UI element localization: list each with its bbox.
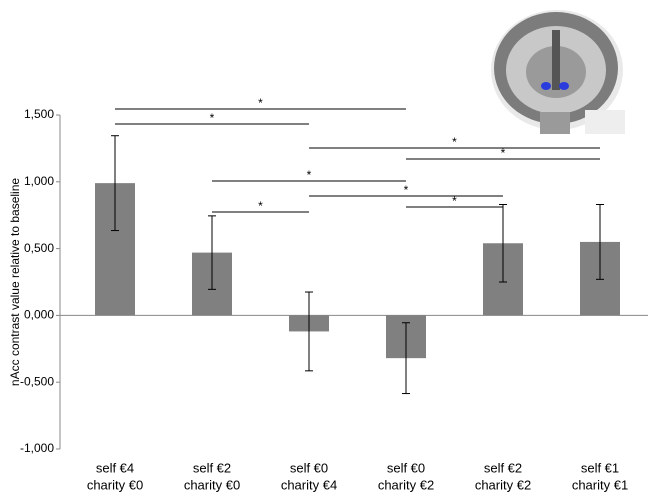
significance-label: * (404, 183, 409, 197)
y-tick-label: -1,000 (20, 441, 54, 455)
y-tick-label: -0,500 (20, 374, 54, 388)
significance-label: * (501, 146, 506, 160)
y-tick-label: 0,000 (24, 308, 54, 322)
significance-label: * (452, 194, 457, 208)
brain-image (491, 10, 625, 134)
significance-label: * (258, 199, 263, 213)
y-tick-label: 0,500 (24, 241, 54, 255)
x-tick-label: self €0 (387, 460, 425, 475)
x-tick-label: charity €0 (184, 477, 240, 492)
y-tick-label: 1,500 (24, 107, 54, 121)
x-tick-label: self €0 (290, 460, 328, 475)
significance-label: * (210, 111, 215, 125)
significance-label: * (307, 168, 312, 182)
significance-label: * (452, 135, 457, 149)
x-tick-label: self €4 (96, 460, 134, 475)
x-tick-label: self €1 (581, 460, 619, 475)
x-tick-label: charity €2 (378, 477, 434, 492)
y-tick-label: 1,000 (24, 174, 54, 188)
significance-label: * (258, 96, 263, 110)
x-tick-label: charity €2 (475, 477, 531, 492)
x-tick-label: self €2 (193, 460, 231, 475)
x-tick-label: self €2 (484, 460, 522, 475)
x-tick-label: charity €4 (281, 477, 337, 492)
x-tick-label: charity €0 (87, 477, 143, 492)
x-tick-label: charity €1 (572, 477, 628, 492)
y-axis-label: nAcc contrast value relative to baseline (8, 178, 22, 386)
